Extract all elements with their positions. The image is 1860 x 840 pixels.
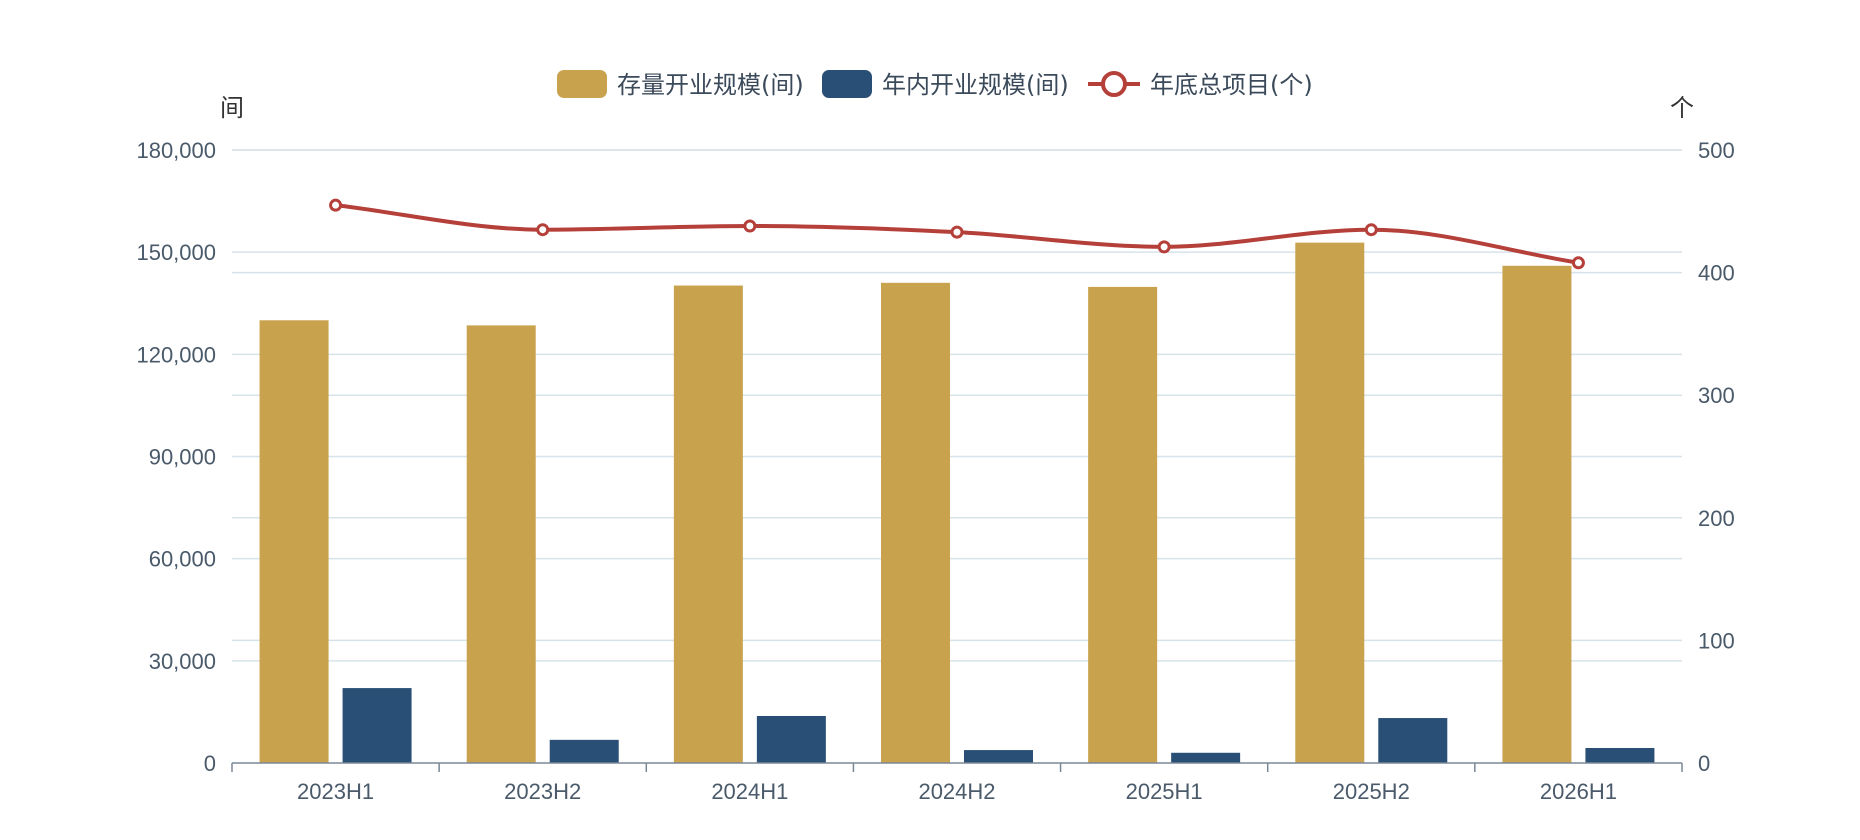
x-tick-label: 2024H1: [711, 779, 788, 804]
right-tick-label: 0: [1698, 751, 1710, 776]
axes: 0 30,000 60,000 90,000 120,000 150,000 180,000…: [136, 138, 1734, 804]
bar-stock[interactable]: [259, 320, 329, 763]
legend-item-annual[interactable]: 年内开业规模(间): [822, 70, 1069, 99]
line-point-projects[interactable]: [329, 198, 343, 212]
legend-marker-projects: [1101, 71, 1127, 97]
bar-stock[interactable]: [673, 285, 743, 763]
legend-swatch-stock: [557, 70, 607, 98]
left-tick-label: 60,000: [149, 547, 216, 572]
line-series: [329, 198, 1585, 270]
bar-annual[interactable]: [549, 739, 619, 763]
left-tick-label: 180,000: [136, 138, 216, 163]
left-tick-label: 0: [204, 751, 216, 776]
bar-stock[interactable]: [881, 282, 950, 763]
bar-stock[interactable]: [466, 325, 536, 763]
x-tick-label: 2025H1: [1126, 779, 1203, 804]
right-tick-label: 500: [1698, 138, 1735, 163]
x-tick-label: 2026H1: [1540, 779, 1617, 804]
right-tick-label: 100: [1698, 628, 1735, 653]
bar-annual[interactable]: [964, 750, 1033, 763]
right-tick-label: 300: [1698, 383, 1735, 408]
legend-label-annual: 年内开业规模(间): [882, 71, 1069, 99]
legend-label-projects: 年底总项目(个): [1150, 71, 1313, 99]
bar-annual[interactable]: [1585, 748, 1655, 763]
line-point-projects[interactable]: [536, 223, 550, 237]
bar-annual[interactable]: [756, 716, 826, 763]
line-point-projects[interactable]: [1571, 256, 1585, 270]
bars: [259, 242, 1655, 763]
bar-annual[interactable]: [1171, 752, 1241, 763]
bar-annual[interactable]: [342, 688, 412, 763]
left-tick-label: 30,000: [149, 649, 216, 674]
legend-swatch-annual: [822, 70, 872, 98]
left-axis-unit: 间: [220, 94, 244, 122]
legend: 存量开业规模(间) 年内开业规模(间) 年底总项目(个): [557, 70, 1313, 99]
bar-stock[interactable]: [1502, 265, 1572, 763]
x-tick-label: 2025H2: [1333, 779, 1410, 804]
right-tick-label: 200: [1698, 506, 1735, 531]
bar-stock[interactable]: [1088, 286, 1158, 763]
line-point-projects[interactable]: [950, 225, 964, 239]
right-axis-unit: 个: [1670, 94, 1694, 122]
legend-item-stock[interactable]: 存量开业规模(间): [557, 70, 804, 99]
bar-annual[interactable]: [1378, 718, 1448, 763]
x-tick-label: 2023H2: [504, 779, 581, 804]
right-tick-label: 400: [1698, 261, 1735, 286]
bar-stock[interactable]: [1295, 242, 1365, 763]
line-point-projects[interactable]: [1157, 240, 1171, 254]
x-tick-label: 2024H2: [918, 779, 995, 804]
line-point-projects[interactable]: [1364, 223, 1378, 237]
legend-label-stock: 存量开业规模(间): [617, 71, 804, 99]
left-tick-label: 120,000: [136, 342, 216, 367]
legend-item-projects[interactable]: 年底总项目(个): [1088, 71, 1313, 99]
x-tick-label: 2023H1: [297, 779, 374, 804]
line-point-projects[interactable]: [743, 219, 757, 233]
left-tick-label: 150,000: [136, 240, 216, 265]
left-tick-label: 90,000: [149, 445, 216, 470]
